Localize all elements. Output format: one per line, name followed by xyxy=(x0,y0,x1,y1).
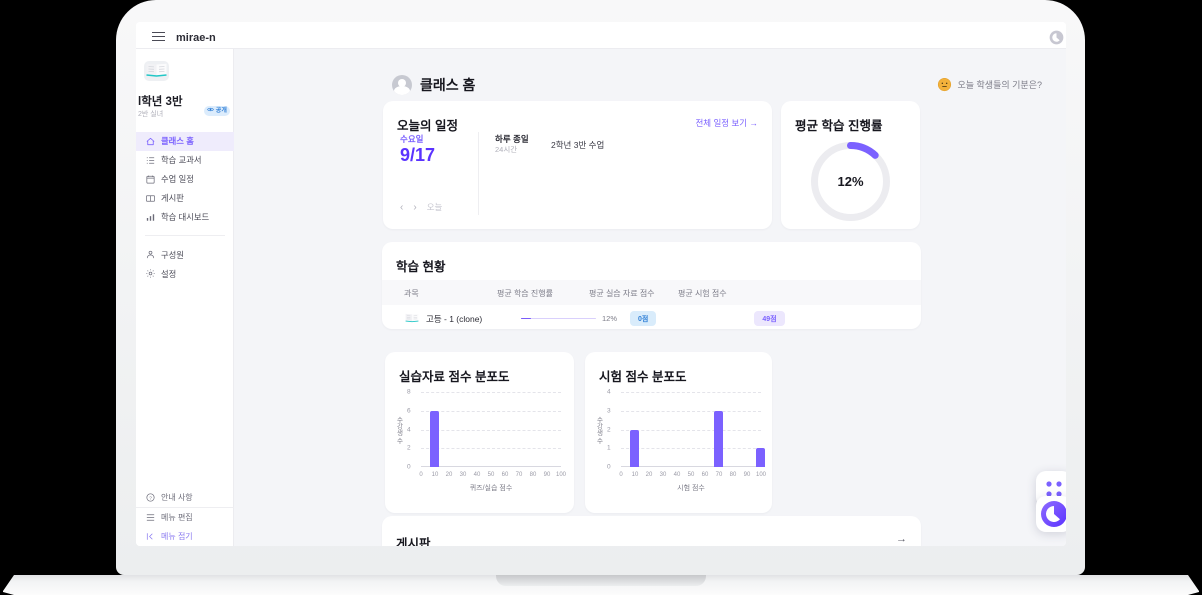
svg-text:?: ? xyxy=(149,496,152,501)
